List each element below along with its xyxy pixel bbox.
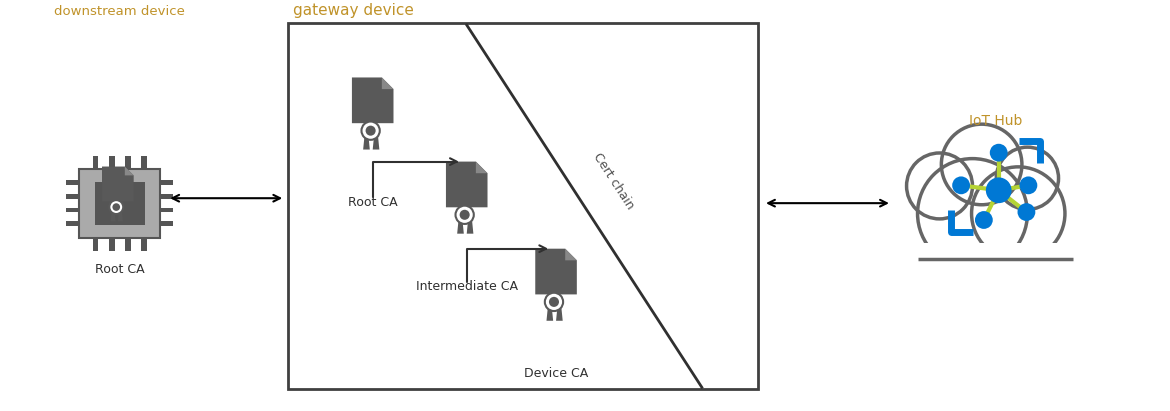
Text: IoT Hub: IoT Hub (969, 114, 1023, 128)
Circle shape (1018, 203, 1035, 221)
Bar (92, 156, 98, 169)
Circle shape (942, 124, 1021, 205)
Circle shape (975, 211, 993, 229)
Circle shape (997, 147, 1059, 209)
Bar (890, 243, 1092, 273)
Bar (288, 23, 758, 389)
Polygon shape (476, 162, 488, 173)
Bar (142, 156, 147, 169)
Polygon shape (363, 137, 370, 150)
Bar (80, 169, 160, 238)
Circle shape (362, 122, 380, 140)
Bar (125, 238, 131, 251)
Circle shape (907, 153, 972, 219)
Bar (109, 156, 115, 169)
Circle shape (549, 297, 559, 307)
Text: Root CA: Root CA (95, 263, 145, 275)
Polygon shape (457, 221, 463, 234)
Polygon shape (102, 166, 133, 201)
Circle shape (460, 210, 469, 220)
Text: Root CA: Root CA (347, 196, 398, 209)
Text: Intermediate CA: Intermediate CA (415, 280, 518, 293)
Circle shape (455, 206, 474, 224)
Circle shape (109, 200, 123, 214)
Polygon shape (381, 77, 393, 89)
Circle shape (952, 176, 970, 194)
Bar (125, 156, 131, 169)
Polygon shape (446, 162, 488, 207)
Polygon shape (110, 212, 116, 222)
Bar (67, 180, 80, 185)
Text: Cert chain: Cert chain (591, 151, 636, 212)
Polygon shape (556, 308, 563, 321)
Polygon shape (535, 249, 577, 294)
Circle shape (986, 178, 1012, 203)
Circle shape (1019, 176, 1038, 194)
Circle shape (990, 144, 1007, 162)
Bar (109, 238, 115, 251)
Circle shape (917, 159, 1027, 268)
Bar (67, 222, 80, 226)
Bar (142, 238, 147, 251)
Polygon shape (565, 249, 577, 260)
Bar (92, 238, 98, 251)
Bar (67, 194, 80, 199)
Polygon shape (125, 166, 133, 175)
Polygon shape (373, 137, 379, 150)
Bar (95, 182, 145, 224)
Circle shape (112, 203, 121, 211)
Text: downstream device: downstream device (54, 5, 185, 18)
Text: gateway device: gateway device (292, 3, 414, 18)
Circle shape (971, 167, 1065, 260)
Bar (160, 208, 173, 212)
Bar (67, 208, 80, 212)
Circle shape (545, 293, 563, 311)
Circle shape (365, 126, 376, 136)
Bar (160, 194, 173, 199)
Bar (160, 222, 173, 226)
Polygon shape (467, 221, 474, 234)
Text: Device CA: Device CA (524, 367, 589, 381)
Bar (160, 180, 173, 185)
Polygon shape (546, 308, 553, 321)
Polygon shape (118, 212, 123, 222)
Polygon shape (352, 77, 393, 123)
